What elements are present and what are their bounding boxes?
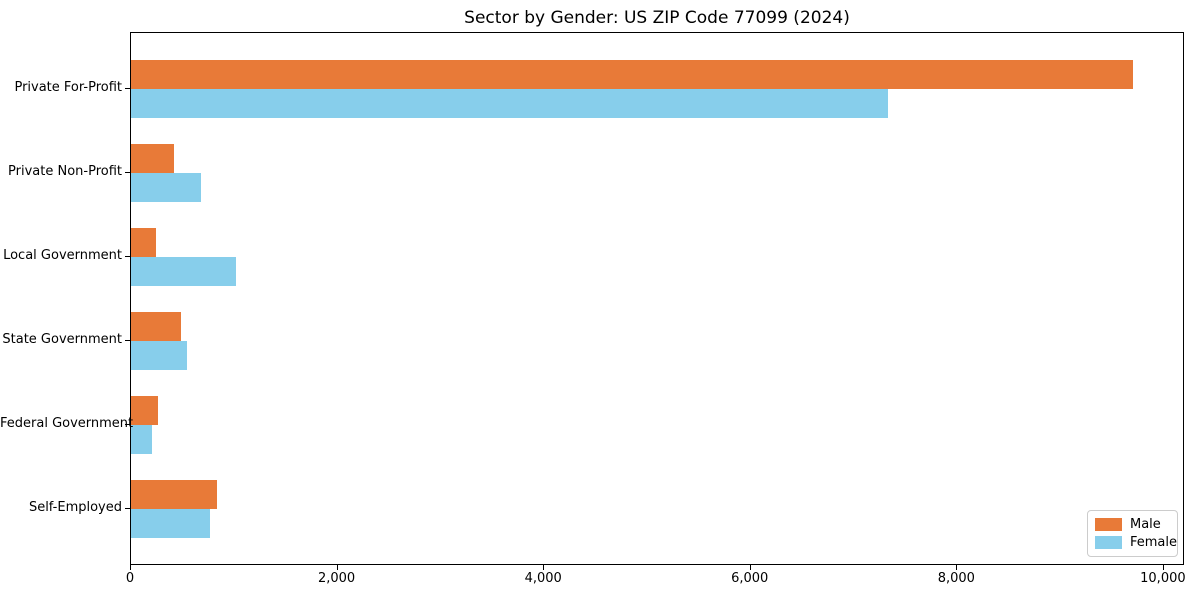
bar-male-private-for-profit xyxy=(131,60,1133,89)
y-tick-mark xyxy=(125,88,130,89)
legend-swatch-male xyxy=(1095,518,1122,532)
y-tick-mark xyxy=(125,508,130,509)
x-tick-label: 8,000 xyxy=(937,571,975,586)
legend-swatch-female xyxy=(1095,535,1122,549)
y-category-label: Private Non-Profit xyxy=(8,164,122,179)
bar-male-private-non-profit xyxy=(131,144,174,173)
y-tick-mark xyxy=(125,172,130,173)
x-tick-mark xyxy=(956,565,958,570)
y-category-label: Federal Government xyxy=(0,416,134,431)
x-tick-label: 6,000 xyxy=(731,571,769,586)
bar-female-federal-government xyxy=(131,425,152,454)
legend-label-female: Female xyxy=(1130,534,1178,550)
y-category-label: Local Government xyxy=(3,248,122,263)
x-tick-label: 4,000 xyxy=(524,571,562,586)
y-category-label: State Government xyxy=(2,332,122,347)
bar-male-self-employed xyxy=(131,480,217,509)
bar-female-self-employed xyxy=(131,509,210,538)
y-category-label: Private For-Profit xyxy=(14,80,122,95)
x-tick-mark xyxy=(336,565,338,570)
bar-male-state-government xyxy=(131,312,181,341)
chart-title: Sector by Gender: US ZIP Code 77099 (202… xyxy=(464,8,850,28)
bar-female-private-non-profit xyxy=(131,173,201,202)
bar-female-private-for-profit xyxy=(131,89,889,118)
x-tick-label: 0 xyxy=(125,571,135,586)
bar-female-local-government xyxy=(131,257,237,286)
x-tick-mark xyxy=(543,565,545,570)
bar-female-state-government xyxy=(131,341,187,370)
plot-area xyxy=(130,32,1184,565)
y-category-label: Self-Employed xyxy=(28,500,122,515)
legend-item-male: Male xyxy=(1095,517,1170,532)
x-tick-mark xyxy=(130,565,131,570)
legend-item-female: Female xyxy=(1095,535,1177,550)
bar-male-local-government xyxy=(131,228,156,257)
y-tick-mark xyxy=(125,424,130,425)
x-tick-label: 10,000 xyxy=(1140,571,1186,586)
y-tick-mark xyxy=(125,340,130,341)
legend-label-male: Male xyxy=(1130,517,1161,533)
x-tick-label: 2,000 xyxy=(317,571,356,586)
bar-male-federal-government xyxy=(131,396,158,425)
legend: Male Female xyxy=(1087,510,1178,557)
x-tick-mark xyxy=(1162,565,1164,570)
y-tick-mark xyxy=(125,256,130,257)
x-tick-mark xyxy=(749,565,751,570)
